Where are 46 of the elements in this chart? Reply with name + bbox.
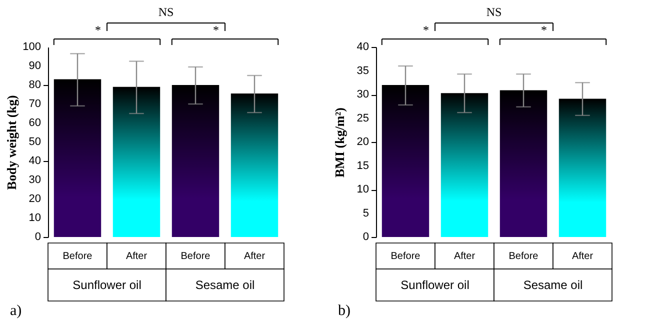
x-tick-label: After — [454, 251, 476, 262]
x-tick-label: Before — [180, 251, 211, 262]
y-tick-label: 100 — [22, 41, 41, 53]
text: a) — [10, 303, 22, 319]
y-tick-label: 0 — [362, 231, 369, 243]
x-tick-label: Before — [390, 251, 421, 262]
text: NS — [158, 5, 174, 19]
bar — [558, 98, 606, 237]
bar — [440, 93, 488, 237]
y-tick-label: 60 — [28, 117, 41, 129]
y-tick-label: 20 — [356, 136, 369, 148]
y-tick-label: 30 — [356, 88, 369, 100]
x-tick-label: After — [572, 251, 594, 262]
text: Sesame oil — [195, 278, 255, 292]
text: Sunflower oil — [400, 278, 470, 292]
y-tick-label: 80 — [28, 79, 41, 91]
y-axis-title: BMI (kg/m²) — [332, 108, 347, 178]
y-tick-label: 40 — [356, 41, 369, 53]
bar — [382, 85, 430, 237]
x-tick-label: After — [126, 251, 148, 262]
text: Sesame oil — [523, 278, 583, 292]
y-tick-label: 25 — [356, 112, 369, 124]
y-tick-label: 0 — [34, 231, 41, 243]
text: * — [541, 23, 547, 37]
y-tick-label: 20 — [28, 193, 41, 205]
x-tick-label: After — [244, 251, 266, 262]
y-tick-label: 70 — [28, 98, 41, 110]
text: NS — [486, 5, 502, 19]
text: b) — [338, 303, 350, 319]
y-tick-label: 5 — [362, 207, 369, 220]
y-tick-label: 10 — [356, 184, 369, 196]
y-tick-label: 30 — [28, 174, 41, 186]
x-tick-label: Before — [62, 251, 93, 262]
text: * — [213, 23, 219, 37]
y-axis-title: Body weight (kg) — [4, 95, 19, 190]
text: * — [95, 23, 101, 37]
text: * — [423, 23, 429, 37]
y-tick-label: 10 — [28, 212, 41, 224]
y-tick-label: 90 — [28, 60, 41, 72]
y-tick-label: 35 — [356, 64, 369, 77]
bar — [500, 90, 548, 237]
y-tick-label: 50 — [28, 136, 41, 148]
y-tick-label: 40 — [28, 155, 41, 167]
x-tick-label: Before — [508, 251, 539, 262]
y-tick-label: 15 — [356, 160, 369, 172]
text: Sunflower oil — [72, 278, 142, 292]
